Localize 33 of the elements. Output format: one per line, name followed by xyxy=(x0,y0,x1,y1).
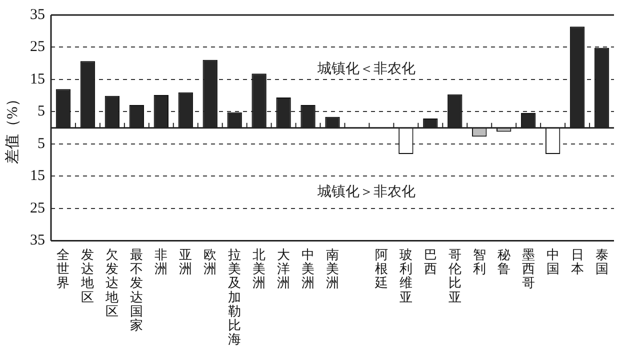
x-tick-label: 全世界 xyxy=(56,247,70,290)
x-tick-label: 大洋洲 xyxy=(277,247,290,290)
x-tick-label: 南美洲 xyxy=(326,247,339,290)
x-tick-label: 墨西哥 xyxy=(522,247,535,290)
x-tick-label: 最不发达国家 xyxy=(130,247,144,332)
y-tick-label: 15 xyxy=(30,71,45,88)
x-tick-label: 欠发达地区 xyxy=(104,247,119,318)
y-tick-label: 25 xyxy=(30,39,45,56)
x-tick-label: 阿根廷 xyxy=(374,247,388,290)
x-tick-label: 玻利维亚 xyxy=(399,247,412,304)
y-tick-label: 15 xyxy=(30,168,45,184)
y-tick-label: 5 xyxy=(38,104,45,120)
x-tick-label: 发达地区 xyxy=(80,247,94,304)
annotation: 城镇化＞非农化 xyxy=(316,184,416,200)
x-tick-label: 哥伦比亚 xyxy=(448,247,462,304)
y-tick-label: 25 xyxy=(30,200,45,216)
x-tick-label: 亚洲 xyxy=(179,247,192,276)
y-tick-label: 35 xyxy=(30,232,45,249)
x-tick-label: 拉美及加勒比海 xyxy=(228,247,242,346)
annotation: 城镇化＜非农化 xyxy=(316,61,416,78)
x-tick-label: 非洲 xyxy=(154,247,168,276)
x-tick-label: 中美洲 xyxy=(302,247,315,290)
x-tick-label: 中国 xyxy=(546,247,560,276)
x-tick-label: 泰国 xyxy=(595,247,608,276)
x-tick-label: 北美洲 xyxy=(252,247,266,290)
y-tick-label: 5 xyxy=(38,136,45,152)
x-tick-label: 日本 xyxy=(570,247,584,276)
x-tick-label: 巴西 xyxy=(424,247,437,276)
x-tick-label: 秘鲁 xyxy=(497,247,510,276)
x-tick-label: 智利 xyxy=(472,247,486,276)
y-tick-label: 35 xyxy=(30,6,45,23)
x-tick-label: 欧洲 xyxy=(204,247,217,276)
y-axis-title: 差值（%） xyxy=(4,92,21,164)
